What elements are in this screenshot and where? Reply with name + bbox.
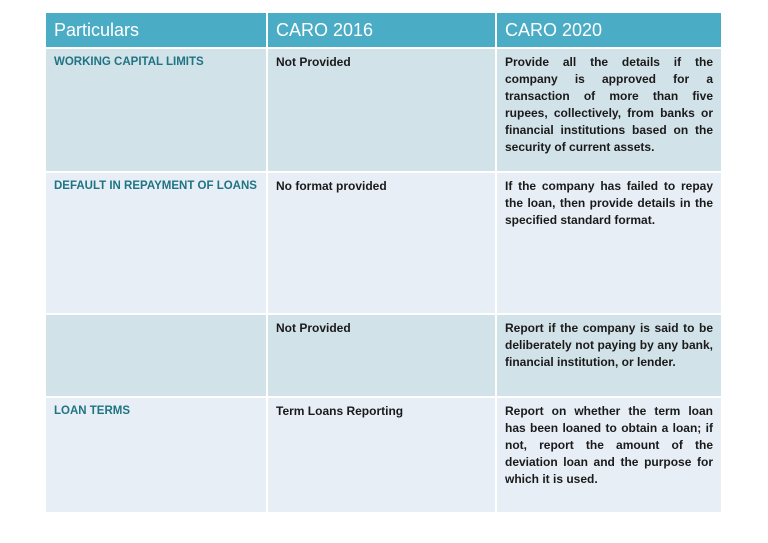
- caro2016-cell: Not Provided: [267, 314, 497, 398]
- caro2020-cell: Report if the company is said to be deli…: [496, 314, 721, 398]
- table-row: LOAN TERMS Term Loans Reporting Report o…: [46, 397, 721, 514]
- caro2020-cell: Report on whether the term loan has been…: [496, 397, 721, 514]
- caro2016-cell: No format provided: [267, 172, 497, 315]
- table-row: WORKING CAPITAL LIMITS Not Provided Prov…: [46, 48, 721, 173]
- table-row: Not Provided Report if the company is sa…: [46, 314, 721, 398]
- table-row: DEFAULT IN REPAYMENT OF LOANS No format …: [46, 172, 721, 315]
- table-header: Particulars CARO 2016 CARO 2020: [46, 13, 721, 49]
- particular-cell: DEFAULT IN REPAYMENT OF LOANS: [46, 172, 268, 315]
- particular-cell: [46, 314, 268, 398]
- header-cell: Particulars: [46, 13, 268, 49]
- caro2016-cell: Not Provided: [267, 48, 497, 173]
- comparison-table: Particulars CARO 2016 CARO 2020 WORKING …: [46, 13, 721, 514]
- table-body: WORKING CAPITAL LIMITS Not Provided Prov…: [46, 48, 721, 514]
- caro2020-cell: If the company has failed to repay the l…: [496, 172, 721, 315]
- header-row: Particulars CARO 2016 CARO 2020: [46, 13, 721, 49]
- caro2016-cell: Term Loans Reporting: [267, 397, 497, 514]
- particular-cell: LOAN TERMS: [46, 397, 268, 514]
- caro2020-cell: Provide all the details if the company i…: [496, 48, 721, 173]
- particular-cell: WORKING CAPITAL LIMITS: [46, 48, 268, 173]
- header-cell: CARO 2016: [267, 13, 497, 49]
- header-cell: CARO 2020: [496, 13, 721, 49]
